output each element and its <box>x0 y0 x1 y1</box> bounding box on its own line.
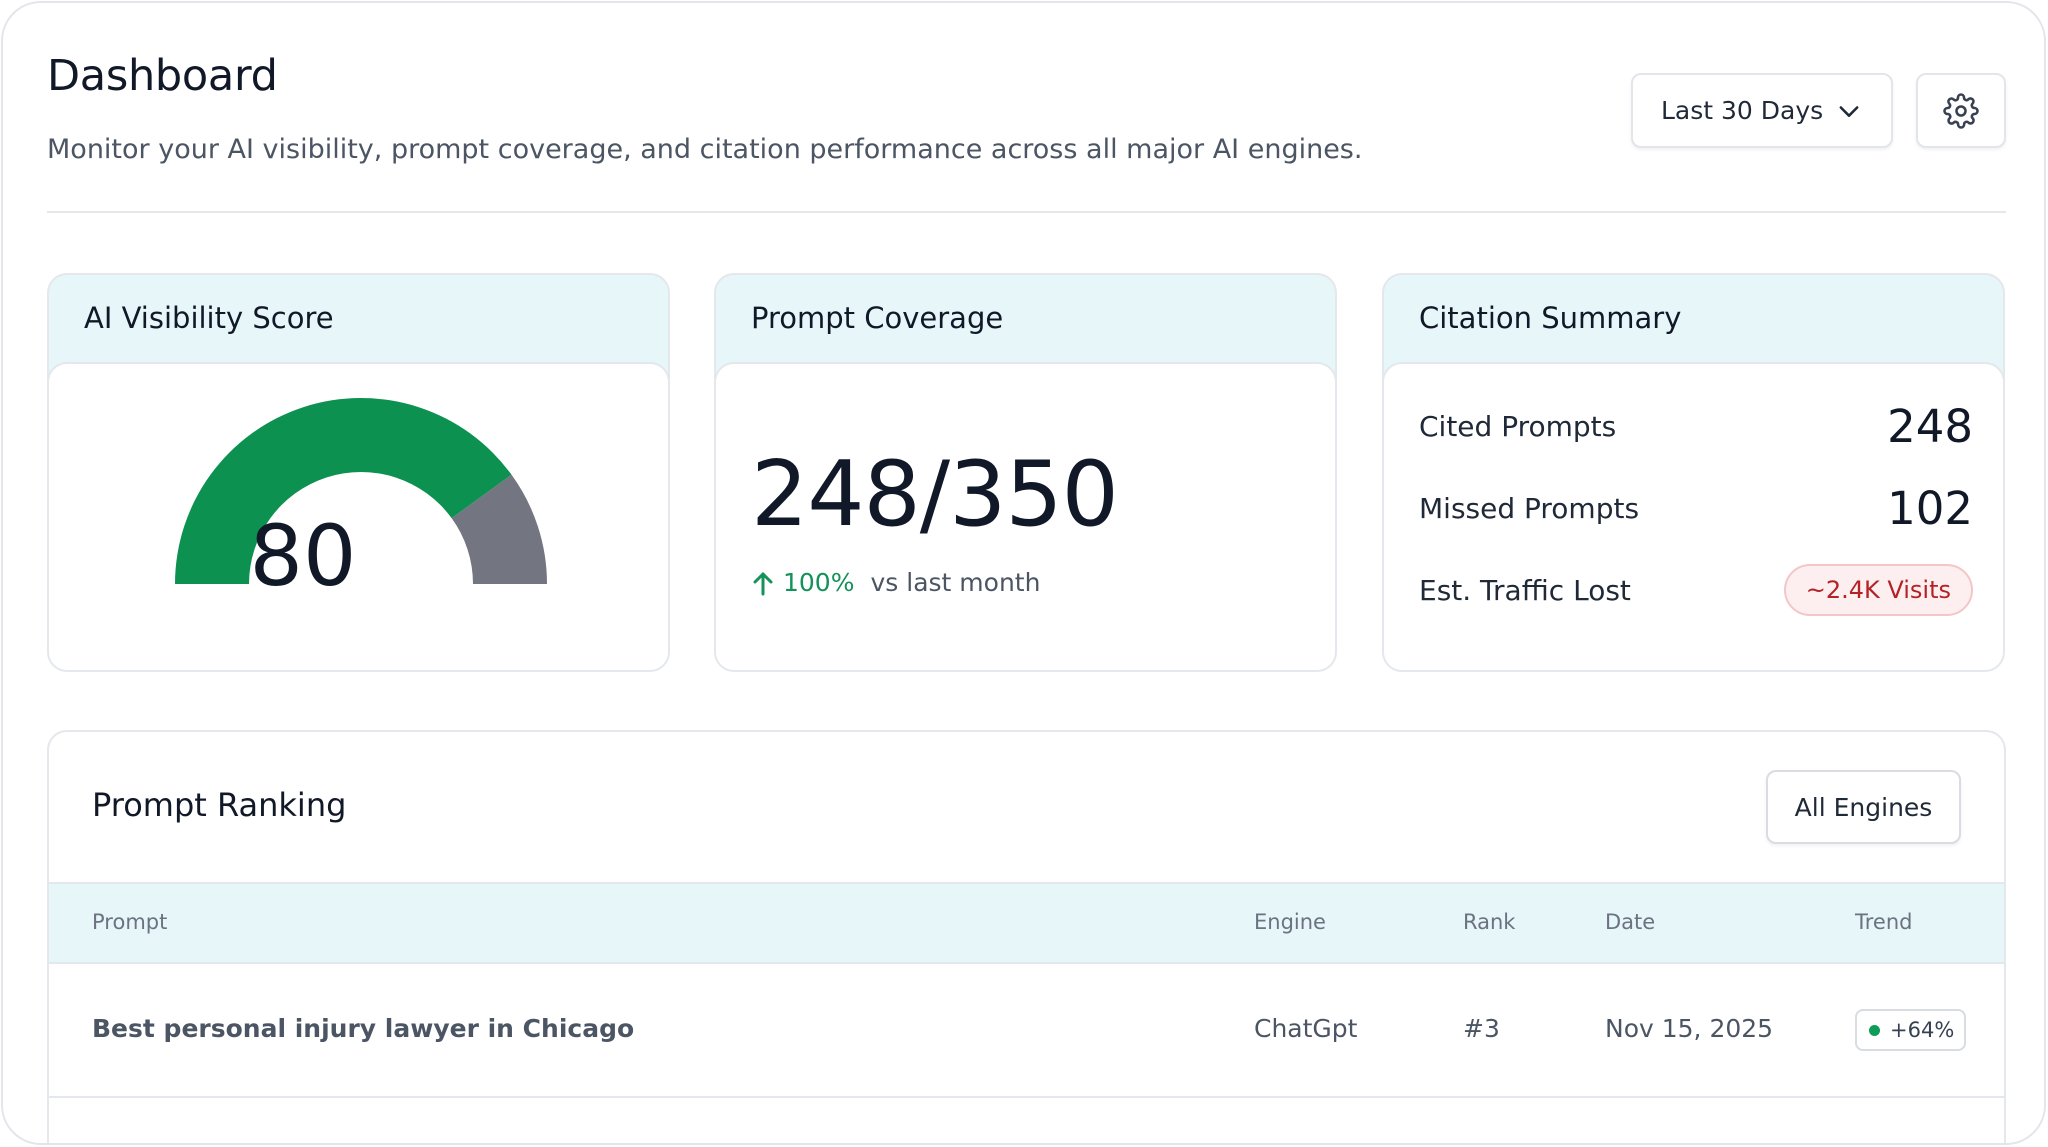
gear-icon <box>1943 92 1979 129</box>
ranking-title: Prompt Ranking <box>92 786 347 824</box>
card-body: 248/350 100% vs last month <box>716 362 1335 670</box>
coverage-delta: 100% vs last month <box>751 568 1040 597</box>
visibility-score-card: AI Visibility Score 80 <box>47 273 670 672</box>
visibility-score-value: 80 <box>249 507 357 605</box>
coverage-value: 248/350 <box>751 442 1119 547</box>
delta-percent: 100% <box>783 568 855 597</box>
arrow-up-icon <box>753 572 773 595</box>
prompt-ranking-panel: Prompt Ranking All Engines Prompt Engine… <box>47 730 2006 1143</box>
column-header-date[interactable]: Date <box>1605 910 1656 934</box>
citation-summary-card: Citation Summary Cited Prompts 248 Misse… <box>1382 273 2005 672</box>
missed-prompts-value: 102 <box>1887 482 1973 535</box>
header-divider <box>47 211 2006 213</box>
card-body: 80 <box>49 362 668 670</box>
card-body: Cited Prompts 248 Missed Prompts 102 Est… <box>1384 362 2003 670</box>
table-header: Prompt Engine Rank Date Trend <box>49 882 2004 964</box>
card-title: AI Visibility Score <box>84 301 334 335</box>
date-range-label: Last 30 Days <box>1661 96 1824 125</box>
cited-prompts-value: 248 <box>1887 400 1973 453</box>
table-row[interactable]: Best personal injury lawyer in Chicago C… <box>49 964 2004 1098</box>
trend-value: +64% <box>1890 1018 1955 1042</box>
settings-button[interactable] <box>1916 73 2006 148</box>
delta-label: vs last month <box>870 568 1041 597</box>
traffic-lost-badge: ~2.4K Visits <box>1783 564 1973 616</box>
date-range-dropdown[interactable]: Last 30 Days <box>1631 73 1893 148</box>
traffic-lost-label: Est. Traffic Lost <box>1419 573 1631 607</box>
visibility-gauge <box>175 398 547 584</box>
engine-filter-button[interactable]: All Engines <box>1766 770 1961 844</box>
card-title: Citation Summary <box>1419 301 1682 335</box>
missed-prompts-label: Missed Prompts <box>1419 492 1640 525</box>
gauge-remaining-segment <box>451 474 547 584</box>
chevron-down-icon <box>1839 106 1859 117</box>
column-header-prompt[interactable]: Prompt <box>92 910 168 934</box>
cited-prompts-label: Cited Prompts <box>1419 410 1617 443</box>
traffic-lost-row: Est. Traffic Lost ~2.4K Visits <box>1419 564 1973 616</box>
column-header-rank[interactable]: Rank <box>1463 910 1516 934</box>
gauge-filled-segment <box>175 398 512 584</box>
page-title: Dashboard <box>47 51 278 101</box>
trend-badge: +64% <box>1855 1009 1967 1051</box>
prompt-coverage-card: Prompt Coverage 248/350 100% vs last mon… <box>714 273 1337 672</box>
row-date: Nov 15, 2025 <box>1605 1014 1774 1043</box>
row-rank: #3 <box>1463 1014 1500 1043</box>
card-title: Prompt Coverage <box>751 301 1004 335</box>
trend-dot-icon <box>1869 1024 1880 1036</box>
missed-prompts-row: Missed Prompts 102 <box>1419 482 1973 535</box>
row-engine: ChatGpt <box>1254 1014 1358 1043</box>
column-header-trend[interactable]: Trend <box>1855 910 1913 934</box>
row-prompt: Best personal injury lawyer in Chicago <box>92 1014 635 1043</box>
cited-prompts-row: Cited Prompts 248 <box>1419 400 1973 453</box>
page-subtitle: Monitor your AI visibility, prompt cover… <box>47 134 1363 165</box>
column-header-engine[interactable]: Engine <box>1254 910 1326 934</box>
